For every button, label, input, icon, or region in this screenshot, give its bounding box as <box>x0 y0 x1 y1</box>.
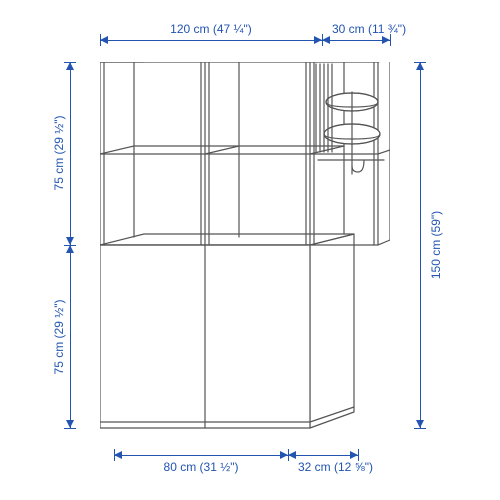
furniture-illustration <box>100 62 390 442</box>
dim-arrow <box>66 420 74 428</box>
dim-bot-d2-line <box>288 455 358 456</box>
dim-arrow <box>314 36 322 44</box>
dim-top-w2-line <box>322 40 390 41</box>
dim-left-h2-line <box>70 245 71 428</box>
dim-arrow <box>350 451 358 459</box>
dim-arrow <box>288 451 296 459</box>
dim-top-w1-label: 120 cm (47 ¼") <box>100 22 322 36</box>
dim-arrow <box>66 62 74 70</box>
dim-left-h1-line <box>70 62 71 245</box>
dim-right-h-label: 150 cm (59") <box>429 185 443 305</box>
dim-left-h1-label: 75 cm (29 ½") <box>52 88 66 218</box>
dim-tick <box>414 428 426 429</box>
dim-bot-d1-label: 80 cm (31 ½") <box>114 460 288 474</box>
dim-arrow <box>322 36 330 44</box>
dim-arrow <box>66 245 74 253</box>
dim-top-w1-line <box>100 40 322 41</box>
dim-bot-d2-label: 32 cm (12 ⅝") <box>280 460 418 474</box>
dim-bot-d1-line <box>114 455 288 456</box>
dim-arrow <box>100 36 108 44</box>
dim-right-h-line <box>420 62 421 428</box>
dimension-drawing: 120 cm (47 ¼") 30 cm (11 ¾") 75 cm (29 ½… <box>0 0 500 500</box>
dim-arrow <box>66 237 74 245</box>
dim-arrow <box>416 62 424 70</box>
dim-arrow <box>114 451 122 459</box>
dim-left-h2-label: 75 cm (29 ½") <box>52 272 66 402</box>
dim-arrow <box>280 451 288 459</box>
dim-arrow <box>416 420 424 428</box>
dim-arrow <box>382 36 390 44</box>
dim-tick <box>64 428 76 429</box>
dim-top-w2-label: 30 cm (11 ¾") <box>312 22 452 36</box>
